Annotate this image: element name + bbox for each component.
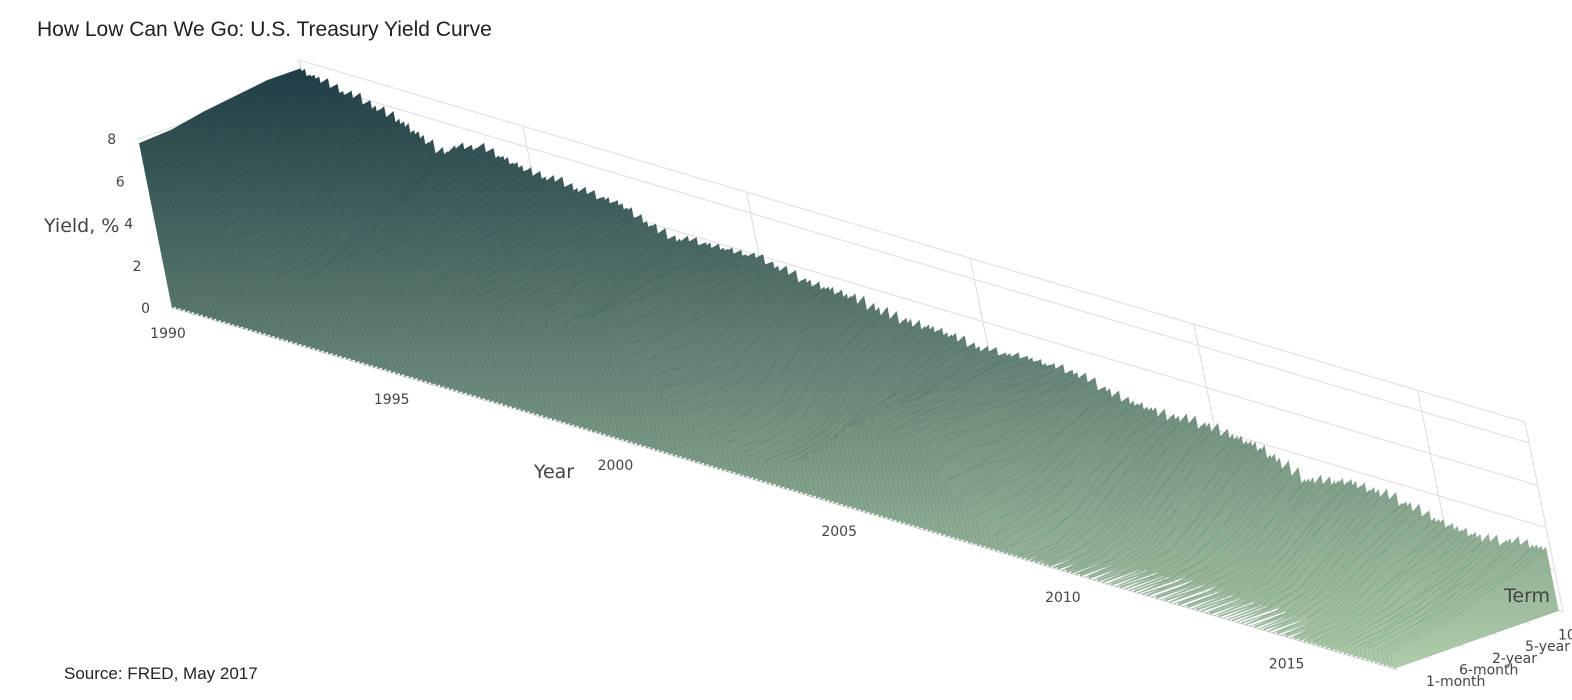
axis-tick-labels: 1990 1995 2000 2005 2010 2015 0 2 4 6 8 1-month6-mo… (107, 132, 1572, 690)
x-axis-title: Year (533, 461, 574, 483)
y-tick-label: 5-year (1525, 639, 1570, 655)
z-tick-label: 2 (133, 259, 142, 275)
y-tick-label: 2-year (1492, 651, 1537, 667)
yield-surface (138, 68, 1559, 670)
y-tick-label: 6-month (1459, 662, 1518, 678)
grid-line (298, 59, 1526, 423)
z-axis-title: Yield, % (43, 215, 119, 237)
z-tick-label: 6 (116, 174, 125, 190)
surface-slice (1389, 546, 1559, 670)
y-tick-label: 10-year (1558, 628, 1572, 644)
z-tick-label: 4 (124, 217, 133, 233)
x-tick-label: 2010 (1045, 590, 1081, 606)
grid-line (303, 80, 1530, 444)
axis-titles: Year Term Yield, % (43, 215, 1550, 607)
grid-line (1524, 421, 1564, 613)
z-tick-label: 0 (141, 301, 150, 317)
chart-source-note: Source: FRED, May 2017 (64, 664, 258, 683)
x-tick-label: 1990 (150, 326, 186, 342)
chart-title: How Low Can We Go: U.S. Treasury Yield C… (37, 18, 492, 41)
x-tick-label: 2005 (821, 524, 857, 540)
z-tick-label: 8 (107, 132, 116, 148)
x-tick-label: 1995 (374, 392, 410, 408)
y-tick-label: 1-month (1426, 674, 1485, 690)
x-tick-label: 2015 (1269, 656, 1305, 672)
x-tick-label: 2000 (598, 458, 634, 474)
y-axis-title: Term (1503, 585, 1550, 607)
